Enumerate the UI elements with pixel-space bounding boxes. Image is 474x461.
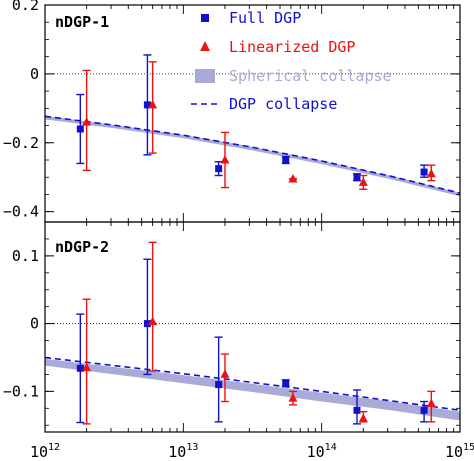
full-dgp-point xyxy=(282,379,290,387)
linearized-dgp-point xyxy=(220,155,230,164)
legend-label: DGP collapse xyxy=(229,95,337,113)
linearized-dgp-point xyxy=(426,398,436,408)
y-tick-label: −0.1 xyxy=(3,382,39,400)
full-dgp-point xyxy=(420,168,428,176)
y-tick-label: −0.2 xyxy=(3,134,39,152)
panel-ndgp-2: 0.1 0 −0.1 nDGP-2 xyxy=(3,221,461,433)
y-tick-label: 0 xyxy=(30,315,39,333)
full-dgp-point xyxy=(215,165,223,173)
spherical-collapse-band xyxy=(45,358,460,421)
linearized-dgp-point xyxy=(358,177,368,186)
full-dgp-point xyxy=(353,406,361,414)
panel-frame xyxy=(44,221,461,433)
linearized-dgp-point xyxy=(148,316,158,326)
full-dgp-point xyxy=(353,173,361,181)
x-tick-label: 1012 xyxy=(30,442,60,461)
full-dgp-point xyxy=(215,381,223,389)
spherical-collapse-band xyxy=(45,115,460,197)
x-tick-label: 1015 xyxy=(445,442,474,461)
legend-square-marker xyxy=(201,14,209,22)
y-tick-label: −0.4 xyxy=(3,203,39,221)
y-tick-label: 0 xyxy=(30,65,39,83)
dgp-collapse-line xyxy=(44,115,461,194)
legend-triangle-marker xyxy=(200,41,210,51)
x-tick-label: 1014 xyxy=(307,442,337,461)
legend-band-swatch xyxy=(195,69,215,83)
full-dgp-point xyxy=(143,101,151,109)
y-tick-label: 0.2 xyxy=(12,0,39,14)
legend: Full DGP Linearized DGP Spherical collapse… xyxy=(191,9,392,113)
linearized-dgp-point xyxy=(82,117,92,126)
legend-label: Full DGP xyxy=(229,9,301,27)
full-dgp-point xyxy=(420,406,428,414)
legend-label: Linearized DGP xyxy=(229,38,355,56)
x-tick-label: 1013 xyxy=(168,442,198,461)
linearized-dgp-point xyxy=(288,173,298,183)
full-dgp-point xyxy=(282,156,290,164)
panel-label: nDGP-1 xyxy=(55,13,109,31)
full-dgp-point xyxy=(143,320,151,328)
linearized-dgp-point xyxy=(148,99,158,109)
linearized-dgp-point xyxy=(220,369,230,378)
y-tick-label: 0.1 xyxy=(12,247,39,265)
full-dgp-point xyxy=(76,125,84,133)
panel-label: nDGP-2 xyxy=(55,238,109,256)
legend-label: Spherical collapse xyxy=(229,67,392,85)
linearized-dgp-point xyxy=(82,362,92,372)
x-axis-tick-labels: 1012 1013 1014 1015 xyxy=(30,442,474,461)
linearized-dgp-point xyxy=(288,393,298,402)
full-dgp-point xyxy=(76,364,84,372)
linearized-dgp-point xyxy=(358,413,368,422)
linearized-dgp-point xyxy=(426,168,436,178)
